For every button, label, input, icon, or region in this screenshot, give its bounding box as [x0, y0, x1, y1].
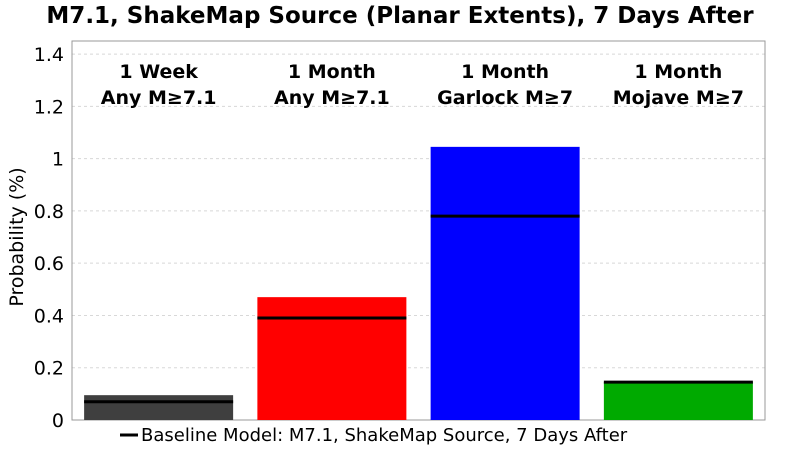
gridlines [72, 53, 765, 369]
category-label: Garlock M≥7 [437, 87, 573, 109]
y-axis-ticks: 0 0.2 0.4 0.6 0.8 1 1.2 1.4 [34, 44, 64, 432]
bar [84, 395, 234, 420]
y-tick-label: 0.4 [34, 305, 64, 327]
category-label: 1 Month [634, 61, 722, 83]
legend-baseline-label: Baseline Model: M7.1, ShakeMap Source, 7… [141, 425, 628, 446]
y-tick-label: 1 [52, 149, 64, 171]
category-label: 1 Month [288, 61, 376, 83]
category-labels: 1 Week Any M≥7.1 1 Month Any M≥7.1 1 Month Ga… [101, 61, 744, 109]
y-tick-label: 1.2 [34, 96, 64, 118]
baseline-markers [84, 214, 753, 404]
category-label: 1 Week [119, 61, 198, 83]
category-label: Mojave M≥7 [613, 87, 744, 109]
bar [257, 297, 407, 420]
bars-group [84, 146, 753, 420]
y-tick-label: 1.4 [34, 44, 64, 66]
y-tick-label: 0.6 [34, 253, 64, 275]
plot-area [71, 40, 766, 421]
y-tick-label: 0 [52, 410, 64, 432]
category-label: 1 Month [461, 61, 549, 83]
bar [603, 382, 753, 420]
y-tick-label: 0.8 [34, 201, 64, 223]
category-label: Any M≥7.1 [274, 87, 390, 109]
legend: Baseline Model: M7.1, ShakeMap Source, 7… [120, 425, 628, 446]
category-label: Any M≥7.1 [101, 87, 217, 109]
y-tick-label: 0.2 [34, 358, 64, 380]
bar [430, 146, 580, 420]
chart-title: M7.1, ShakeMap Source (Planar Extents), … [46, 3, 754, 29]
y-axis-label: Probability (%) [6, 167, 28, 306]
